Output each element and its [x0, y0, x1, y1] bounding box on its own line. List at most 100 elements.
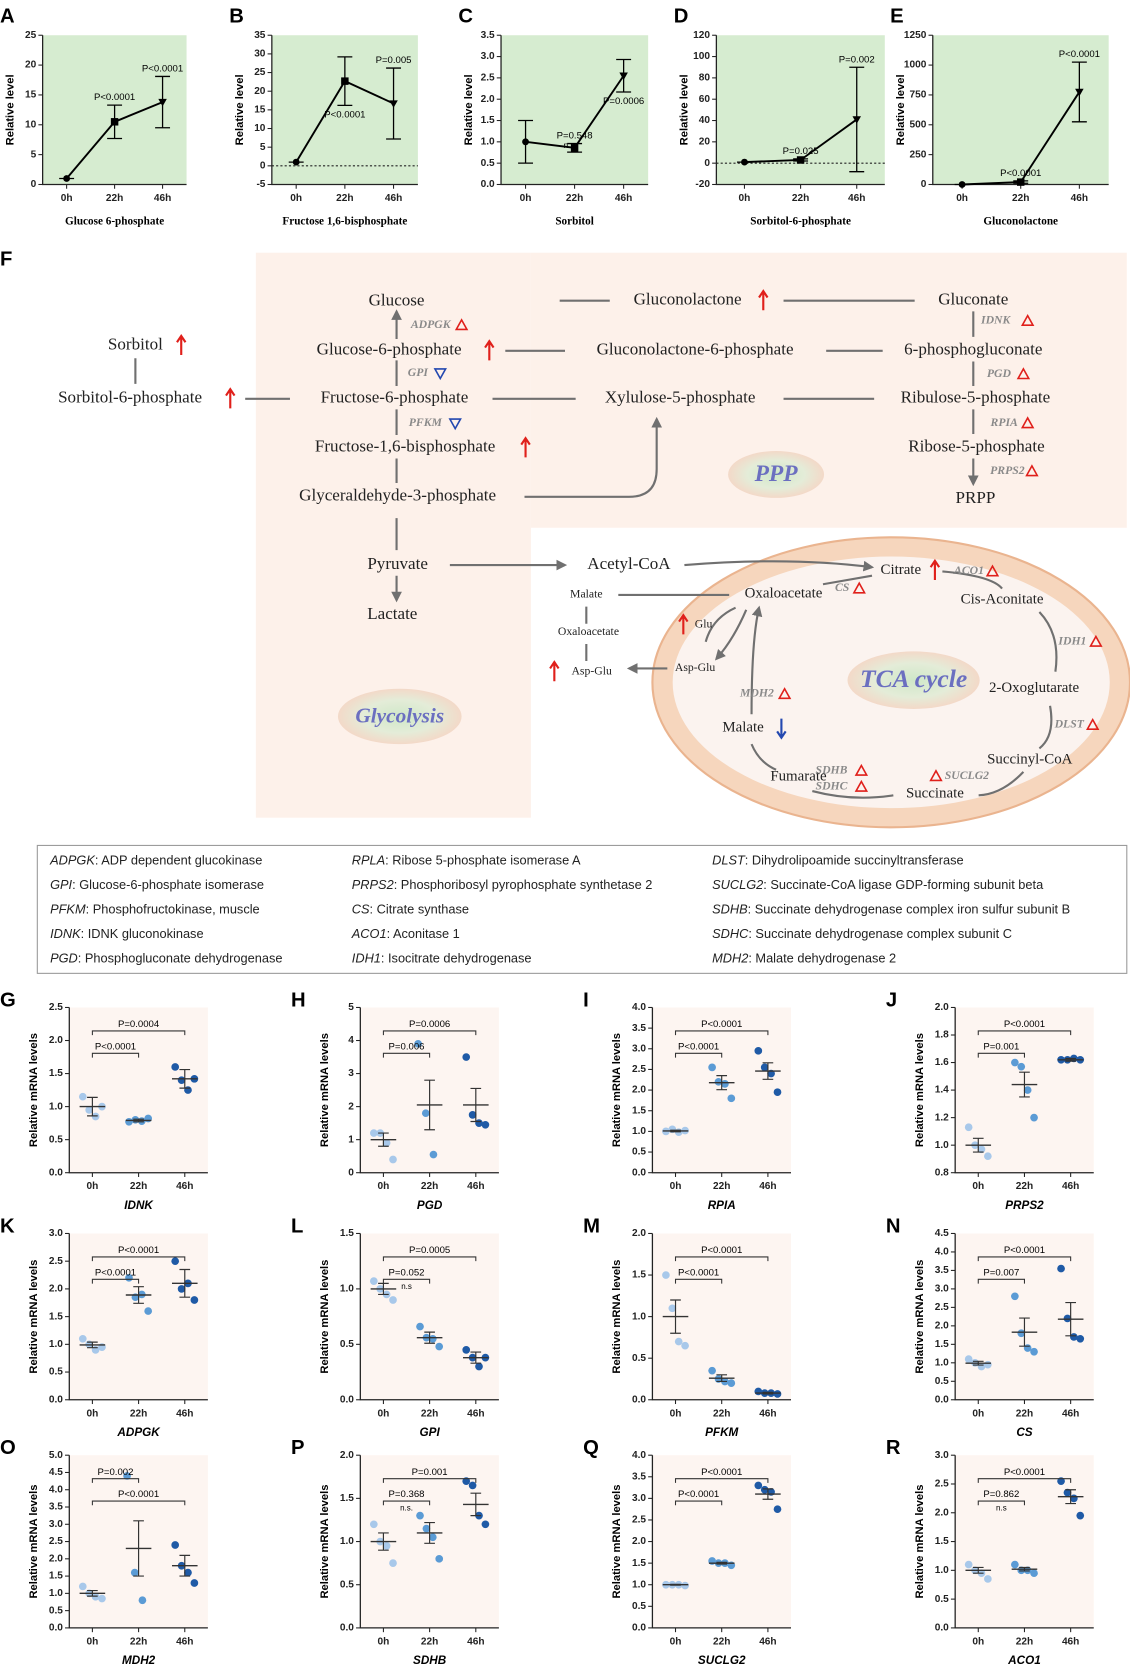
enzyme: IDH1: [1057, 635, 1086, 648]
enzyme: PGD: [987, 367, 1012, 380]
data-point: [462, 1346, 471, 1354]
panel: C Relative level 0.0 0.5 1.0 1.5 2.0 2.5 3.0 3.5 0…: [458, 5, 649, 227]
y-tick-label: 3.0: [632, 1043, 646, 1054]
data-point: [681, 1581, 689, 1590]
panel-letter: P: [291, 1437, 305, 1459]
legend-abbr: SUCLG2: [712, 877, 763, 892]
p-value: P<0.0001: [701, 1019, 742, 1030]
data-point: [414, 1039, 422, 1048]
legend-entry: IDH1: Isocitrate dehydrogenase: [352, 951, 532, 966]
data-point: [760, 1485, 769, 1494]
p-value: P<0.0001: [1059, 49, 1100, 60]
data-point: [964, 1560, 973, 1569]
y-tick-label: 20: [25, 60, 37, 71]
data-point: [144, 1307, 153, 1315]
ns-note: n.s: [996, 1504, 1007, 1513]
marker: [852, 116, 862, 124]
y-tick-label: 1.0: [632, 1579, 646, 1590]
data-point: [1030, 1569, 1038, 1578]
p-value: P<0.0001: [95, 1041, 136, 1052]
x-tick-label: 22h: [713, 1636, 730, 1647]
bracket: [382, 1030, 477, 1036]
y-tick-label: 2.5: [49, 1002, 63, 1013]
legend-box: [36, 844, 1128, 974]
y-tick-label: 2.5: [935, 1302, 949, 1313]
y-tick-label: 5.0: [49, 1450, 63, 1461]
error-bar: [87, 1341, 98, 1349]
metabolite: Lactate: [367, 604, 417, 623]
y-tick-label: 2.0: [632, 1536, 646, 1547]
data-point: [1076, 1334, 1085, 1343]
y-tick-label: 2.5: [481, 73, 495, 84]
panel-letter: I: [583, 989, 589, 1011]
data-point: [754, 1047, 763, 1055]
metabolite: Sorbitol: [108, 334, 163, 353]
error-bar: [378, 1132, 389, 1147]
axes: [68, 1455, 208, 1629]
data-point: [1030, 1113, 1038, 1122]
y-tick-label: 4.5: [935, 1228, 949, 1239]
error-bar: [762, 1062, 774, 1080]
up-triangle: [929, 769, 943, 782]
marker: [389, 100, 398, 108]
y-tick-label: 1.0: [632, 1126, 646, 1137]
p-value: P=0.0005: [409, 1245, 450, 1256]
data-point: [1017, 1062, 1026, 1071]
bracket: [91, 1052, 140, 1058]
y-tick-label: 1.0: [935, 1140, 949, 1151]
bracket: [674, 1478, 769, 1483]
y-tick-label: 120: [693, 30, 710, 41]
x-axis-label: SDHB: [413, 1654, 447, 1667]
data-point: [714, 1077, 723, 1086]
bracket: [91, 1278, 140, 1284]
panel-letter: F: [0, 249, 12, 271]
error-bar: [179, 1554, 191, 1577]
panel-letter: M: [583, 1215, 600, 1237]
error-bar: [972, 1360, 984, 1366]
data-point: [422, 1524, 431, 1533]
legend-abbr: PGD: [50, 951, 78, 966]
p-value: P=0.0006: [409, 1019, 450, 1030]
bracket: [977, 1030, 1072, 1036]
p-value: P=0.002: [839, 54, 875, 65]
y-tick-label: 0.5: [340, 1339, 354, 1350]
y-tick-label: 4: [348, 1035, 354, 1046]
legend-abbr: PFKM: [50, 902, 86, 917]
data-point: [1057, 1264, 1065, 1273]
y-tick-label: 0.0: [632, 1623, 646, 1634]
p-value: P=0.862: [983, 1489, 1019, 1500]
y-axis-label: Relative mRNA levels: [914, 1260, 926, 1374]
p-value: P=0.025: [783, 146, 819, 157]
metabolite: Asp-Glu: [675, 661, 716, 674]
y-tick-label: 1.5: [340, 1228, 354, 1239]
legend-abbr: ADPGK: [49, 853, 95, 868]
y-tick-label: 20: [254, 86, 266, 97]
y-tick-label: 1.0: [340, 1284, 354, 1295]
enzyme: GPI: [408, 366, 429, 379]
x-tick-label: 22h: [713, 1181, 730, 1192]
y-tick-label: 0.5: [632, 1147, 646, 1158]
data-point: [481, 1120, 490, 1129]
data-point: [727, 1094, 736, 1103]
y-tick-label: 0.0: [481, 179, 495, 190]
p-value: P=0.001: [983, 1041, 1019, 1052]
y-tick-label: 1.0: [49, 1588, 63, 1599]
x-tick-label: 0h: [972, 1408, 984, 1419]
p-value: P<0.0001: [142, 64, 183, 75]
data-point: [984, 1575, 992, 1583]
legend-entry: ACO1: Aconitase 1: [351, 926, 460, 941]
data-point: [773, 1088, 782, 1096]
error-bar: [378, 1532, 389, 1551]
enzyme: SDHB: [816, 763, 848, 776]
legend-text: : IDNK gluconokinase: [81, 926, 204, 941]
bracket: [977, 1478, 1072, 1483]
legend-entry: MDH2: Malate dehydrogenase 2: [712, 951, 896, 966]
ns-note: n.s.: [400, 1504, 413, 1513]
metabolite: Citrate: [881, 562, 922, 578]
error-bar: [424, 1331, 435, 1344]
bracket: [91, 1256, 186, 1262]
panel-letter: Q: [583, 1437, 599, 1459]
y-tick-label: 3.0: [481, 51, 495, 62]
data-point: [1011, 1560, 1019, 1569]
y-tick-label: 1.0: [481, 137, 495, 148]
